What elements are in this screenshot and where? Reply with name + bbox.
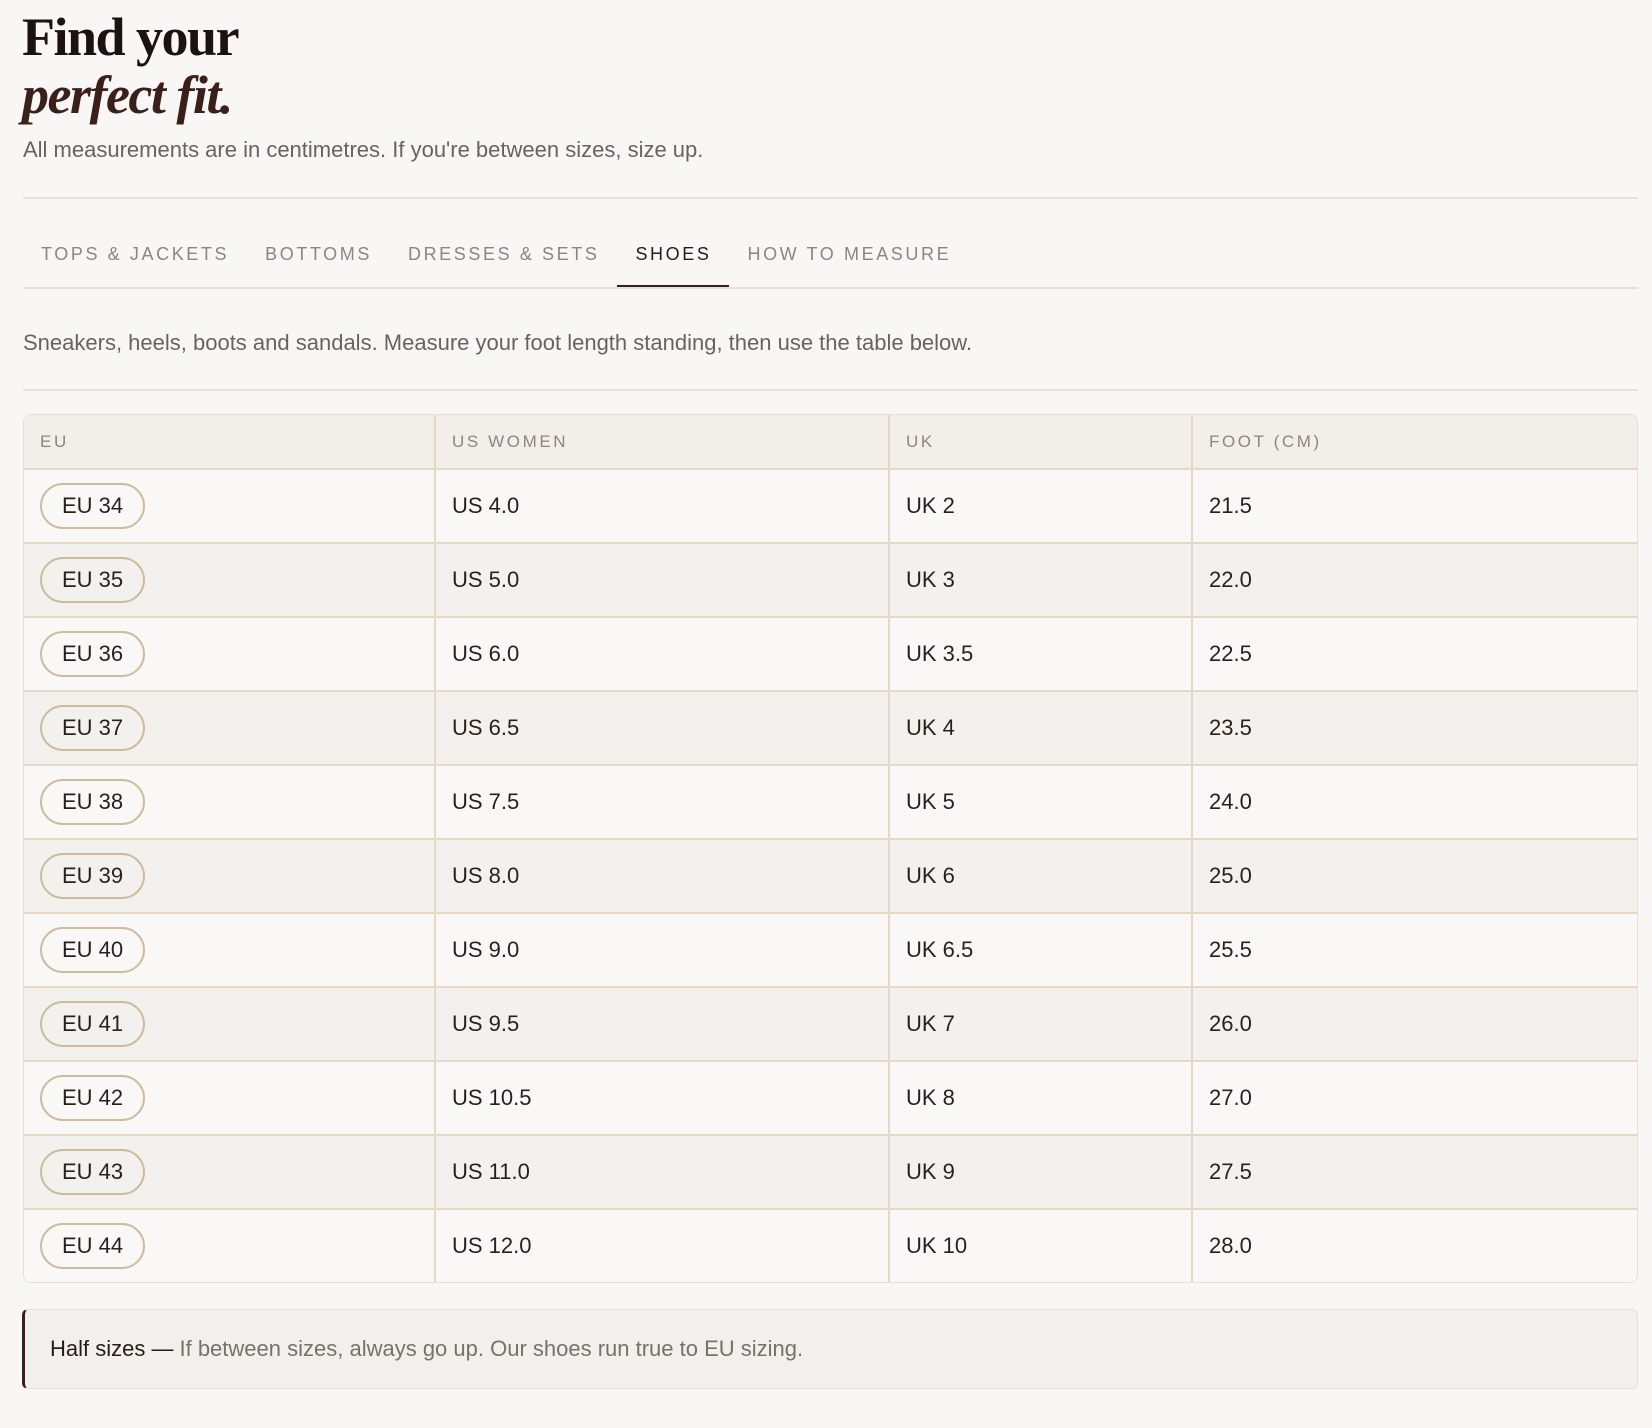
table-row: EU 35 US 5.0 UK 3 22.0 <box>24 542 1637 616</box>
cell-uk: UK 6 <box>888 840 1191 912</box>
cell-foot-cm: 22.5 <box>1191 618 1637 690</box>
cell-foot-cm: 25.0 <box>1191 840 1637 912</box>
cell-eu: EU 35 <box>24 544 434 616</box>
cell-us-women: US 10.5 <box>434 1062 888 1134</box>
size-table: EU US WOMEN UK FOOT (CM) EU 34 US 4.0 UK 2… <box>23 414 1638 1283</box>
cell-uk: UK 2 <box>888 470 1191 542</box>
eu-size-pill: EU 37 <box>40 705 146 751</box>
title-line-1: Find your <box>22 7 240 67</box>
cell-us-women: US 6.0 <box>434 618 888 690</box>
cell-us-women: US 11.0 <box>434 1136 888 1208</box>
cell-us-women: US 6.5 <box>434 692 888 764</box>
page-subtitle: All measurements are in centimetres. If … <box>23 137 704 162</box>
cell-eu: EU 40 <box>24 914 434 986</box>
table-row: EU 38 US 7.5 UK 5 24.0 <box>24 764 1637 838</box>
tab-dresses-sets[interactable]: DRESSES & SETS <box>407 244 600 264</box>
cell-us-women: US 4.0 <box>434 470 888 542</box>
eu-size-pill: EU 35 <box>40 557 146 603</box>
table-header: EU US WOMEN UK FOOT (CM) <box>24 415 1637 468</box>
cell-uk: UK 5 <box>888 766 1191 838</box>
note-text: If between sizes, always go up. Our shoe… <box>179 1336 804 1361</box>
page-title: Find your perfect fit. <box>22 7 240 125</box>
cell-eu: EU 43 <box>24 1136 434 1208</box>
column-header-us-women: US WOMEN <box>434 415 888 468</box>
table-row: EU 44 US 12.0 UK 10 28.0 <box>24 1208 1637 1282</box>
half-sizes-note: Half sizes — If between sizes, always go… <box>22 1309 1638 1389</box>
cell-uk: UK 4 <box>888 692 1191 764</box>
cell-us-women: US 12.0 <box>434 1210 888 1282</box>
cell-uk: UK 8 <box>888 1062 1191 1134</box>
eu-size-pill: EU 38 <box>40 779 146 825</box>
cell-foot-cm: 25.5 <box>1191 914 1637 986</box>
cell-foot-cm: 24.0 <box>1191 766 1637 838</box>
note-label: Half sizes — <box>50 1336 174 1361</box>
cell-uk: UK 3 <box>888 544 1191 616</box>
eu-size-pill: EU 42 <box>40 1075 146 1121</box>
cell-us-women: US 9.0 <box>434 914 888 986</box>
tab-tops-jackets[interactable]: TOPS & JACKETS <box>41 244 230 264</box>
eu-size-pill: EU 34 <box>40 483 146 529</box>
column-header-eu: EU <box>40 431 69 451</box>
column-header-uk: UK <box>888 415 1191 468</box>
cell-eu: EU 37 <box>24 692 434 764</box>
eu-size-pill: EU 43 <box>40 1149 146 1195</box>
tab-how-to-measure[interactable]: HOW TO MEASURE <box>747 244 952 264</box>
eu-size-pill: EU 41 <box>40 1001 146 1047</box>
cell-foot-cm: 26.0 <box>1191 988 1637 1060</box>
eu-size-pill: EU 36 <box>40 631 146 677</box>
cell-us-women: US 7.5 <box>434 766 888 838</box>
eu-size-pill: EU 44 <box>40 1223 146 1269</box>
cell-uk: UK 9 <box>888 1136 1191 1208</box>
table-row: EU 34 US 4.0 UK 2 21.5 <box>24 468 1637 542</box>
cell-eu: EU 42 <box>24 1062 434 1134</box>
cell-eu: EU 36 <box>24 618 434 690</box>
cell-foot-cm: 28.0 <box>1191 1210 1637 1282</box>
table-row: EU 43 US 11.0 UK 9 27.5 <box>24 1134 1637 1208</box>
table-row: EU 41 US 9.5 UK 7 26.0 <box>24 986 1637 1060</box>
divider <box>23 389 1638 391</box>
tab-bottoms[interactable]: BOTTOMS <box>265 244 372 264</box>
cell-eu: EU 34 <box>24 470 434 542</box>
eu-size-pill: EU 39 <box>40 853 146 899</box>
cell-eu: EU 38 <box>24 766 434 838</box>
cell-foot-cm: 21.5 <box>1191 470 1637 542</box>
divider <box>23 197 1638 199</box>
cell-us-women: US 5.0 <box>434 544 888 616</box>
section-description: Sneakers, heels, boots and sandals. Meas… <box>23 330 973 355</box>
tabs-divider <box>23 287 1638 289</box>
eu-size-pill: EU 40 <box>40 927 146 973</box>
cell-uk: UK 10 <box>888 1210 1191 1282</box>
cell-uk: UK 7 <box>888 988 1191 1060</box>
cell-us-women: US 9.5 <box>434 988 888 1060</box>
table-row: EU 39 US 8.0 UK 6 25.0 <box>24 838 1637 912</box>
cell-foot-cm: 27.0 <box>1191 1062 1637 1134</box>
table-row: EU 42 US 10.5 UK 8 27.0 <box>24 1060 1637 1134</box>
category-tabs: TOPS & JACKETS BOTTOMS DRESSES & SETS SH… <box>23 230 1638 289</box>
cell-foot-cm: 23.5 <box>1191 692 1637 764</box>
cell-eu: EU 41 <box>24 988 434 1060</box>
table-row: EU 36 US 6.0 UK 3.5 22.5 <box>24 616 1637 690</box>
cell-foot-cm: 27.5 <box>1191 1136 1637 1208</box>
cell-foot-cm: 22.0 <box>1191 544 1637 616</box>
tab-shoes[interactable]: SHOES <box>617 230 730 287</box>
cell-us-women: US 8.0 <box>434 840 888 912</box>
title-line-2: perfect fit. <box>22 65 233 125</box>
table-row: EU 40 US 9.0 UK 6.5 25.5 <box>24 912 1637 986</box>
cell-uk: UK 6.5 <box>888 914 1191 986</box>
cell-uk: UK 3.5 <box>888 618 1191 690</box>
column-header-foot-cm: FOOT (CM) <box>1191 415 1637 468</box>
table-row: EU 37 US 6.5 UK 4 23.5 <box>24 690 1637 764</box>
cell-eu: EU 44 <box>24 1210 434 1282</box>
cell-eu: EU 39 <box>24 840 434 912</box>
